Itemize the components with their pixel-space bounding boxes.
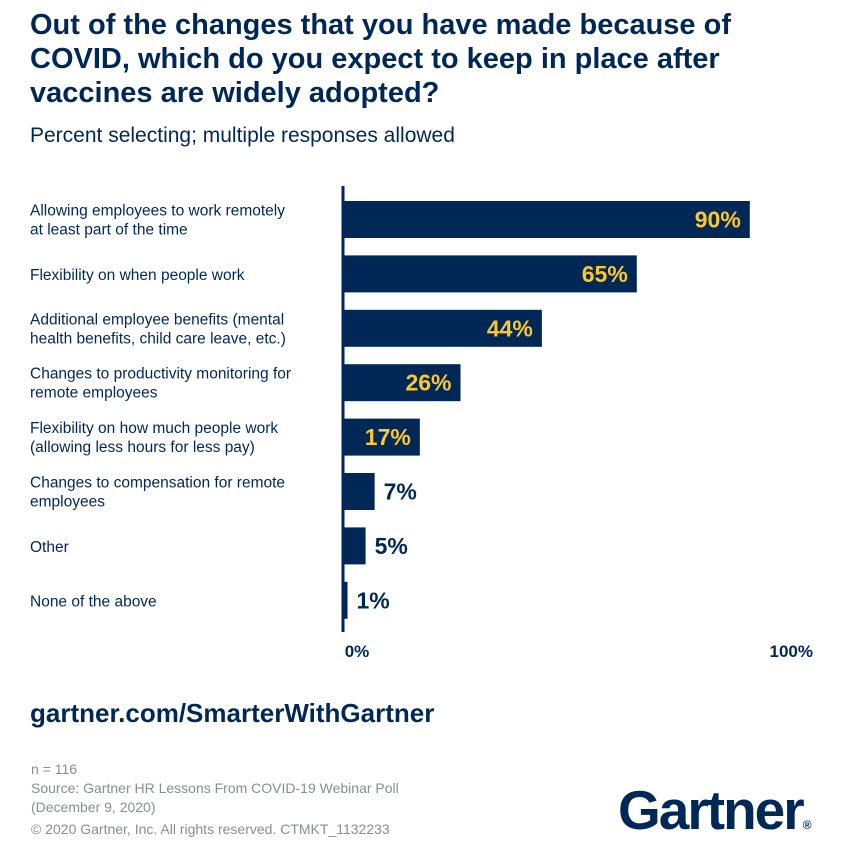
category-label: remote employees [30, 385, 158, 402]
bar [343, 364, 461, 402]
chart-title: Out of the changes that you have made be… [30, 9, 731, 109]
bar-chart: 90% Allowing employees to work remotely at… [30, 186, 813, 661]
tick-label: 100% [770, 642, 813, 661]
bar [343, 255, 637, 293]
category-label: Other [30, 539, 69, 556]
gartner-logo: Gartner® [618, 779, 812, 841]
footer-url[interactable]: gartner.com/SmarterWithGartner [30, 698, 435, 728]
bar [343, 309, 542, 347]
category-label: Flexibility on how much people work [30, 420, 278, 437]
bar [343, 581, 348, 619]
bar [343, 201, 750, 238]
source-line-1: Source: Gartner HR Lessons From COVID-19… [31, 780, 399, 796]
data-label: 1% [357, 587, 390, 613]
category-label: None of the above [30, 593, 157, 610]
category-label: Changes to compensation for remote [30, 475, 285, 492]
category-label: Changes to productivity monitoring for [30, 366, 291, 383]
sample-size: n = 116 [31, 761, 78, 777]
data-label: 26% [405, 370, 451, 396]
tick-label: 0% [345, 642, 370, 661]
bar [343, 473, 375, 510]
bar [343, 418, 420, 456]
category-label: Additional employee benefits (mental [30, 311, 284, 328]
data-label: 44% [487, 315, 533, 341]
category-label: employees [30, 494, 105, 511]
data-label: 7% [384, 479, 417, 505]
category-label: Allowing employees to work remotely [30, 203, 285, 220]
source-line-2: (December 9, 2020) [31, 799, 156, 815]
copyright: © 2020 Gartner, Inc. All rights reserved… [31, 821, 390, 837]
bar [343, 527, 366, 565]
category-label: (allowing less hours for less pay) [30, 439, 255, 456]
chart-subtitle: Percent selecting; multiple responses al… [30, 124, 455, 147]
data-label: 90% [695, 207, 741, 233]
logo-text: Gartner [618, 779, 805, 841]
data-label: 5% [375, 533, 408, 559]
category-label: Flexibility on when people work [30, 267, 245, 284]
data-label: 17% [365, 424, 411, 450]
data-label: 65% [582, 261, 628, 287]
category-label: health benefits, child care leave, etc.) [30, 330, 286, 347]
category-label: at least part of the time [30, 222, 188, 239]
